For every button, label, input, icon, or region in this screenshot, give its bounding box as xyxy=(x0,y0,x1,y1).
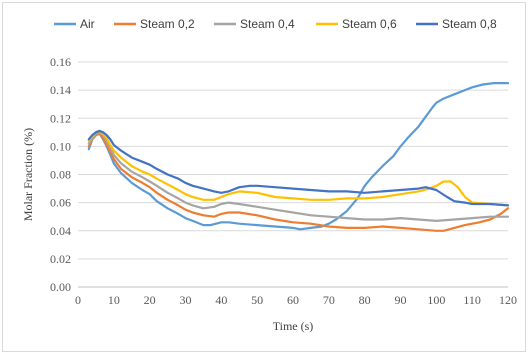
y-axis-ticks: 0.00 0.02 0.04 0.06 0.08 0.10 0.12 0.14 0.16 xyxy=(50,55,71,294)
y-tick-label: 0.14 xyxy=(50,83,71,97)
x-tick-label: 10 xyxy=(108,293,120,307)
legend-label-air: Air xyxy=(80,17,95,31)
x-tick-label: 30 xyxy=(180,293,192,307)
y-tick-label: 0.12 xyxy=(50,111,71,125)
gridlines xyxy=(78,61,508,260)
x-tick-label: 40 xyxy=(215,293,227,307)
series-line-steam-0-6 xyxy=(87,129,510,207)
x-tick-label: 50 xyxy=(251,293,263,307)
legend-label-steam-0-6: Steam 0,6 xyxy=(342,17,397,31)
x-tick-label: 110 xyxy=(463,293,481,307)
series-line-air xyxy=(87,81,510,231)
y-tick-label: 0.00 xyxy=(50,280,71,294)
y-tick-label: 0.08 xyxy=(50,168,71,182)
y-tick-label: 0.02 xyxy=(50,252,71,266)
x-axis-ticks: 0 10 20 30 40 50 60 70 80 90 100 110 120 xyxy=(75,293,517,307)
x-tick-label: 100 xyxy=(427,293,445,307)
y-tick-label: 0.10 xyxy=(50,139,71,153)
series-line-steam-0-4 xyxy=(87,131,510,222)
x-tick-label: 80 xyxy=(359,293,371,307)
series-lines xyxy=(87,81,510,232)
y-tick-label: 0.04 xyxy=(50,224,71,238)
y-tick-label: 0.16 xyxy=(50,55,71,69)
legend-label-steam-0-8: Steam 0,8 xyxy=(442,17,497,31)
x-tick-label: 90 xyxy=(395,293,407,307)
x-tick-label: 0 xyxy=(75,293,81,307)
x-axis-title: Time (s) xyxy=(273,319,314,333)
x-tick-label: 60 xyxy=(287,293,299,307)
legend: Air Steam 0,2 Steam 0,4 Steam 0,6 Steam 0,8 xyxy=(54,17,497,31)
legend-label-steam-0-2: Steam 0,2 xyxy=(140,17,195,31)
x-tick-label: 120 xyxy=(499,293,517,307)
chart-frame xyxy=(2,2,526,352)
y-tick-label: 0.06 xyxy=(50,196,71,210)
x-tick-label: 70 xyxy=(323,293,335,307)
legend-label-steam-0-4: Steam 0,4 xyxy=(240,17,295,31)
series-line-steam-0-2 xyxy=(87,132,510,232)
series-line-steam-0-8 xyxy=(87,129,510,207)
y-axis-title: Molar Fraction (%) xyxy=(21,128,35,221)
x-tick-label: 20 xyxy=(144,293,156,307)
